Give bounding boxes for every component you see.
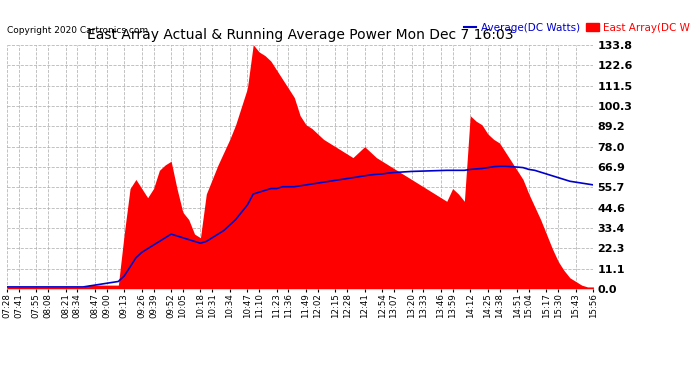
Text: Copyright 2020 Cartronics.com: Copyright 2020 Cartronics.com: [7, 26, 148, 35]
Title: East Array Actual & Running Average Power Mon Dec 7 16:03: East Array Actual & Running Average Powe…: [87, 28, 513, 42]
Legend: Average(DC Watts), East Array(DC Watts): Average(DC Watts), East Array(DC Watts): [460, 18, 690, 37]
